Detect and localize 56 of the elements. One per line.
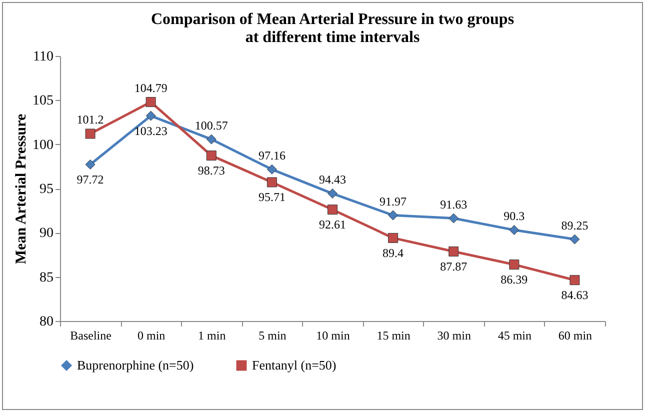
point: [146, 97, 156, 108]
y-tick-label: 85: [40, 270, 54, 286]
y-tick-label: 95: [40, 182, 54, 197]
y-tick-label: 100: [32, 138, 54, 153]
data-label: 91.63: [440, 197, 468, 212]
point: [509, 260, 520, 270]
y-tick-label: 105: [32, 94, 54, 109]
data-label: 84.63: [561, 288, 588, 302]
point: [388, 232, 398, 243]
data-label: 89.4: [382, 246, 404, 260]
data-label: 104.79: [134, 81, 168, 96]
data-label: 92.61: [319, 218, 346, 232]
x-tick-label: 0 min: [137, 328, 166, 342]
data-label: 97.72: [76, 172, 104, 186]
data-label: 89.25: [561, 218, 588, 232]
point: [570, 234, 580, 244]
point: [570, 275, 580, 286]
chart-title: Comparison of Mean Arterial Pressure in two groups at different time intervals: [150, 11, 514, 46]
point: [388, 210, 398, 220]
point: [85, 159, 96, 170]
data-label: 90.3: [504, 209, 525, 224]
point: [448, 246, 459, 256]
data-label: 97.16: [258, 148, 286, 162]
data-label: 87.87: [440, 259, 468, 274]
point: [85, 128, 96, 139]
data-label: 98.73: [198, 164, 225, 178]
data-label: 103.23: [134, 124, 168, 138]
y-tick-label: 110: [33, 50, 54, 64]
point: [266, 164, 277, 174]
data-label: 100.57: [194, 118, 228, 132]
data-label: 94.43: [319, 172, 346, 187]
x-tick-label: 45 min: [498, 328, 532, 342]
x-tick-label: 1 min: [198, 328, 226, 342]
x-tick-label: 15 min: [376, 328, 410, 342]
x-tick-label: 30 min: [437, 328, 471, 342]
legend-label: Buprenorphine (n=50): [77, 358, 194, 373]
point: [146, 110, 156, 121]
point: [206, 134, 216, 144]
y-tick-label: 80: [40, 314, 54, 330]
legend-label: Fentanyl (n=50): [252, 358, 336, 373]
data-label: 86.39: [500, 272, 528, 287]
x-tick-label: 5 min: [258, 328, 286, 342]
data-label: 91.97: [380, 194, 407, 208]
x-tick-label: 60 min: [558, 328, 592, 342]
data-label: 95.71: [258, 190, 286, 204]
y-tick-label: 90: [40, 226, 54, 242]
point: [509, 225, 520, 236]
point: [448, 213, 459, 224]
point: [328, 188, 338, 199]
point: [266, 177, 277, 188]
y-axis-title: Mean Arterial Pressure: [14, 114, 30, 264]
point: [328, 204, 338, 215]
point: [206, 150, 216, 161]
x-tick-label: Baseline: [70, 328, 112, 342]
x-tick-label: 10 min: [316, 328, 350, 342]
data-label: 101.2: [76, 112, 104, 127]
